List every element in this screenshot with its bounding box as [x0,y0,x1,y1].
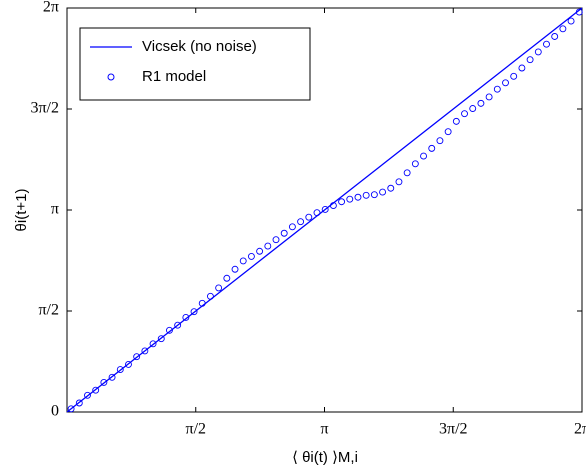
x-axis-label: ⟨ θi(t) ⟩M,i [292,449,358,466]
scatter-point [75,399,83,407]
scatter-point [92,386,100,394]
scatter-point [493,85,501,93]
scatter-point [567,17,575,25]
scatter-point [575,8,583,16]
y-tick-label: π/2 [38,302,59,319]
scatter-point [141,347,149,355]
scatter-point [403,169,411,177]
scatter-point [461,110,468,118]
scatter-point [166,326,173,334]
scatter-point [116,366,124,374]
scatter-point [67,405,75,413]
scatter-point [247,252,255,260]
scatter-point [272,236,280,244]
scatter-point [100,378,108,386]
scatter-point [174,321,182,329]
scatter-point [354,193,362,201]
scatter-point [256,247,264,255]
scatter-point [329,202,337,210]
y-tick-label: 2π [43,0,59,16]
y-axis-label: θi(t+1) [13,189,30,232]
y-tick-label: 3π/2 [30,100,59,117]
scatter-point [190,308,198,316]
scatter-point [84,391,91,399]
scatter-point [370,191,378,199]
scatter-point [477,99,485,107]
scatter-point [510,72,518,80]
scatter-point [157,335,165,343]
series-line [66,7,583,413]
x-tick-label: π [320,421,328,438]
scatter-point [346,195,354,203]
scatter-point [239,257,247,265]
scatter-point [485,93,493,101]
y-tick-label: π [51,201,59,218]
x-tick-label: 3π/2 [439,421,468,438]
scatter-point [502,79,509,87]
x-tick-label: 2π [574,421,586,438]
scatter-point [436,137,444,145]
legend-swatch [107,73,115,81]
scatter-point [223,274,231,282]
scatter-point [469,105,477,112]
scatter-point [543,40,550,48]
scatter-point [559,25,567,33]
scatter-point [182,314,190,321]
scatter-point [215,284,223,292]
scatter-point [518,64,526,72]
scatter-point [280,229,288,237]
scatter-point [321,206,329,213]
scatter-point [338,198,346,206]
scatter-point [379,188,387,196]
scatter-point [108,373,116,381]
scatter-point [198,299,206,307]
scatter-point [231,265,239,273]
scatter-point [133,353,141,361]
scatter-point [288,223,296,231]
scatter-point [125,360,132,368]
legend-box [79,27,311,101]
scatter-point [305,213,313,221]
scatter-point [452,117,460,125]
scatter-point [313,209,321,217]
scatter-point [395,178,403,186]
x-tick-label: π/2 [185,421,206,438]
scatter-point [264,242,272,250]
scatter-point [428,144,436,152]
scatter-point [526,56,534,64]
legend-label: Vicsek (no noise) [142,38,257,55]
y-tick-label: 0 [51,403,59,420]
scatter-point [420,152,427,160]
scatter-point [297,218,305,226]
scatter-point [149,340,157,348]
scatter-point [444,128,452,136]
scatter-point [387,184,395,192]
legend-label: R1 model [142,68,206,85]
scatter-point [551,33,559,40]
scatter-point [534,48,542,56]
scatter-point [411,160,419,168]
scatter-point [362,191,370,199]
scatter-point [206,292,214,300]
